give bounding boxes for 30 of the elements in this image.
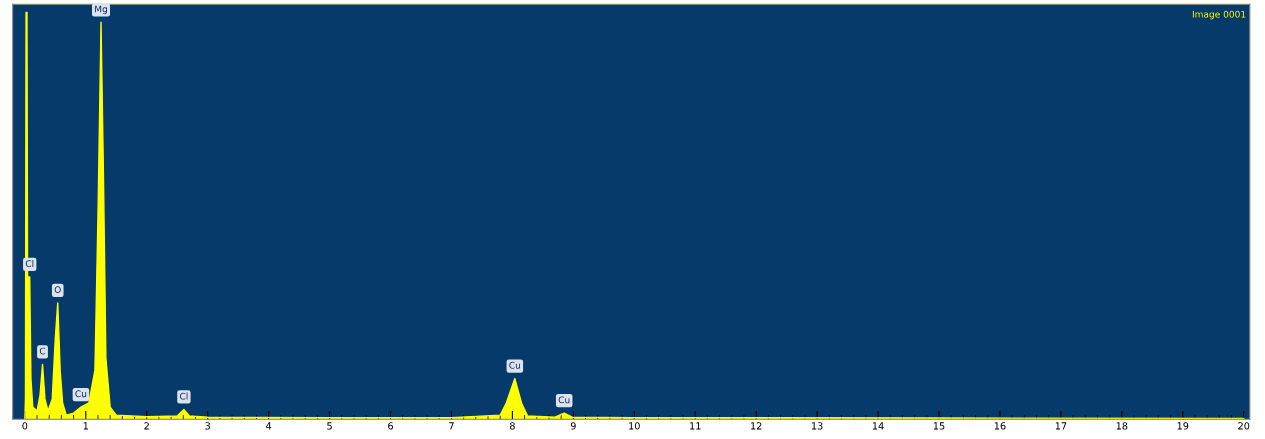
x-tick-label: 15: [933, 422, 945, 430]
x-tick-label: 7: [449, 422, 454, 430]
x-tick-label: 18: [1116, 422, 1128, 430]
x-tick-label: 16: [994, 422, 1006, 430]
x-tick-label: 1: [83, 422, 88, 430]
x-tick-label: 0: [22, 422, 28, 430]
x-tick-label: 19: [1177, 422, 1189, 430]
annotation: Cu: [558, 396, 570, 404]
x-tick-label: 2: [144, 422, 149, 430]
x-tick-label: 11: [690, 422, 701, 430]
x-tick-label: 13: [812, 422, 823, 430]
x-tick-label: 10: [629, 422, 640, 430]
x-tick-label: 4: [266, 422, 272, 430]
annotation: Cl: [25, 260, 34, 268]
annotation: Mg: [95, 5, 107, 15]
annotation: Image 0001: [1192, 10, 1246, 20]
x-tick-label: 5: [327, 422, 332, 430]
x-tick-label: 9: [570, 422, 576, 430]
x-tick-label: 14: [872, 422, 884, 430]
x-tick-label: 6: [388, 422, 393, 430]
x-tick-label: 8: [509, 422, 515, 430]
x-tick-label: 12: [751, 422, 762, 430]
annotation: Cl: [180, 392, 188, 400]
x-tick-label: 17: [1055, 422, 1067, 430]
x-tick-label: 20: [1238, 422, 1250, 430]
annotation: Cu: [509, 361, 521, 369]
x-tick-label: 3: [205, 422, 210, 430]
annotation: O: [54, 286, 61, 294]
annotation: C: [39, 347, 46, 355]
annotation: Cu: [75, 390, 87, 398]
